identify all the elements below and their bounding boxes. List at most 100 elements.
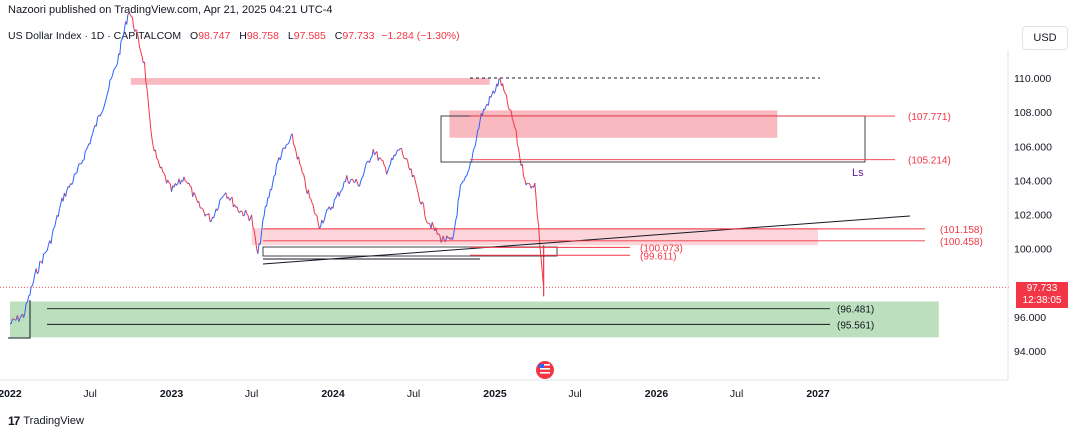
price-segment	[26, 295, 30, 303]
last-price-tag: 97.733 12:38:05	[1016, 282, 1068, 308]
price-segment	[84, 149, 87, 152]
price-segment	[460, 183, 463, 186]
price-segment	[121, 35, 124, 40]
price-segment	[303, 173, 306, 180]
price-segment	[137, 37, 141, 47]
level-label: (95.561)	[837, 320, 874, 331]
price-segment	[140, 51, 143, 57]
price-segment	[157, 159, 160, 164]
price-segment	[119, 41, 122, 55]
price-segment	[392, 154, 395, 160]
price-segment	[318, 226, 321, 229]
price-segment	[461, 180, 464, 184]
price-segment	[81, 159, 84, 164]
price-segment	[95, 117, 99, 127]
tradingview-branding[interactable]: 17 TradingView	[8, 414, 84, 428]
price-segment	[146, 88, 149, 102]
price-segment	[43, 252, 46, 255]
price-segment	[471, 153, 474, 162]
price-segment	[193, 192, 196, 196]
price-segment	[192, 192, 195, 197]
price-segment	[216, 207, 220, 211]
price-segment	[377, 157, 380, 161]
price-segment	[51, 228, 54, 235]
price-segment	[53, 226, 56, 229]
price-segment	[13, 318, 16, 321]
price-segment	[535, 197, 538, 217]
price-segment	[145, 80, 148, 89]
price-segment	[241, 211, 244, 217]
price-segment	[509, 109, 512, 112]
price-segment	[115, 62, 118, 67]
price-segment	[462, 180, 465, 182]
price-segment	[280, 148, 284, 156]
price-segment	[208, 213, 211, 222]
price-segment	[376, 151, 379, 161]
x-tick-label: 2025	[483, 388, 507, 400]
price-segment	[46, 244, 50, 251]
price-segment	[198, 201, 201, 209]
price-segment	[421, 201, 424, 205]
publisher-header: Nazoori published on TradingView.com, Ap…	[8, 4, 333, 16]
price-segment	[245, 209, 248, 214]
price-segment	[262, 215, 265, 221]
price-segment	[452, 234, 455, 240]
price-segment	[438, 233, 441, 236]
zone-red-2	[251, 228, 818, 246]
x-tick-label: 2024	[321, 388, 345, 400]
price-segment	[271, 182, 274, 190]
price-segment	[437, 233, 439, 235]
price-segment	[317, 222, 320, 229]
price-segment	[209, 220, 212, 223]
price-segment	[10, 318, 13, 324]
price-segment	[362, 170, 366, 176]
price-segment	[45, 250, 48, 253]
price-segment	[325, 209, 328, 215]
price-segment	[287, 142, 289, 145]
price-segment	[332, 199, 335, 209]
price-segment	[310, 198, 313, 204]
currency-button[interactable]: USD	[1022, 26, 1068, 50]
origin-bracket	[8, 300, 31, 339]
price-segment	[416, 189, 420, 196]
price-segment	[540, 258, 543, 274]
price-segment	[364, 164, 367, 171]
high-label: H	[239, 30, 247, 42]
price-segment	[468, 162, 471, 170]
price-segment	[87, 143, 90, 148]
price-segment	[29, 286, 32, 296]
price-segment	[135, 29, 138, 32]
price-segment	[86, 146, 89, 150]
price-segment	[129, 13, 132, 17]
price-segment	[114, 66, 117, 69]
price-segment	[514, 127, 517, 131]
y-axis: 110.000 108.000 106.000 104.000 102.000 100.0…	[1007, 50, 1052, 380]
price-segment	[99, 113, 102, 117]
price-segment	[246, 213, 249, 216]
price-segment	[152, 145, 155, 152]
price-segment	[173, 183, 176, 188]
price-segment	[523, 176, 526, 180]
price-segment	[167, 179, 170, 183]
price-segment	[386, 170, 389, 175]
price-segment	[93, 124, 96, 129]
price-segment	[323, 214, 327, 221]
price-segment	[223, 194, 225, 197]
us-flag-icon[interactable]	[536, 361, 554, 379]
price-segment	[66, 186, 69, 191]
ls-annotation: Ls	[852, 167, 864, 179]
price-segment	[410, 168, 413, 178]
level-label: (99.611)	[640, 251, 677, 262]
price-segment	[511, 119, 515, 124]
price-segment	[73, 172, 76, 175]
price-segment	[463, 176, 466, 181]
price-segment	[379, 157, 381, 159]
price-segment	[131, 16, 133, 18]
price-segment	[320, 219, 323, 227]
low-value: 97.585	[293, 30, 326, 42]
price-segment	[248, 218, 251, 222]
price-segment	[186, 181, 189, 184]
price-segment	[524, 179, 527, 186]
price-segment	[156, 157, 159, 160]
